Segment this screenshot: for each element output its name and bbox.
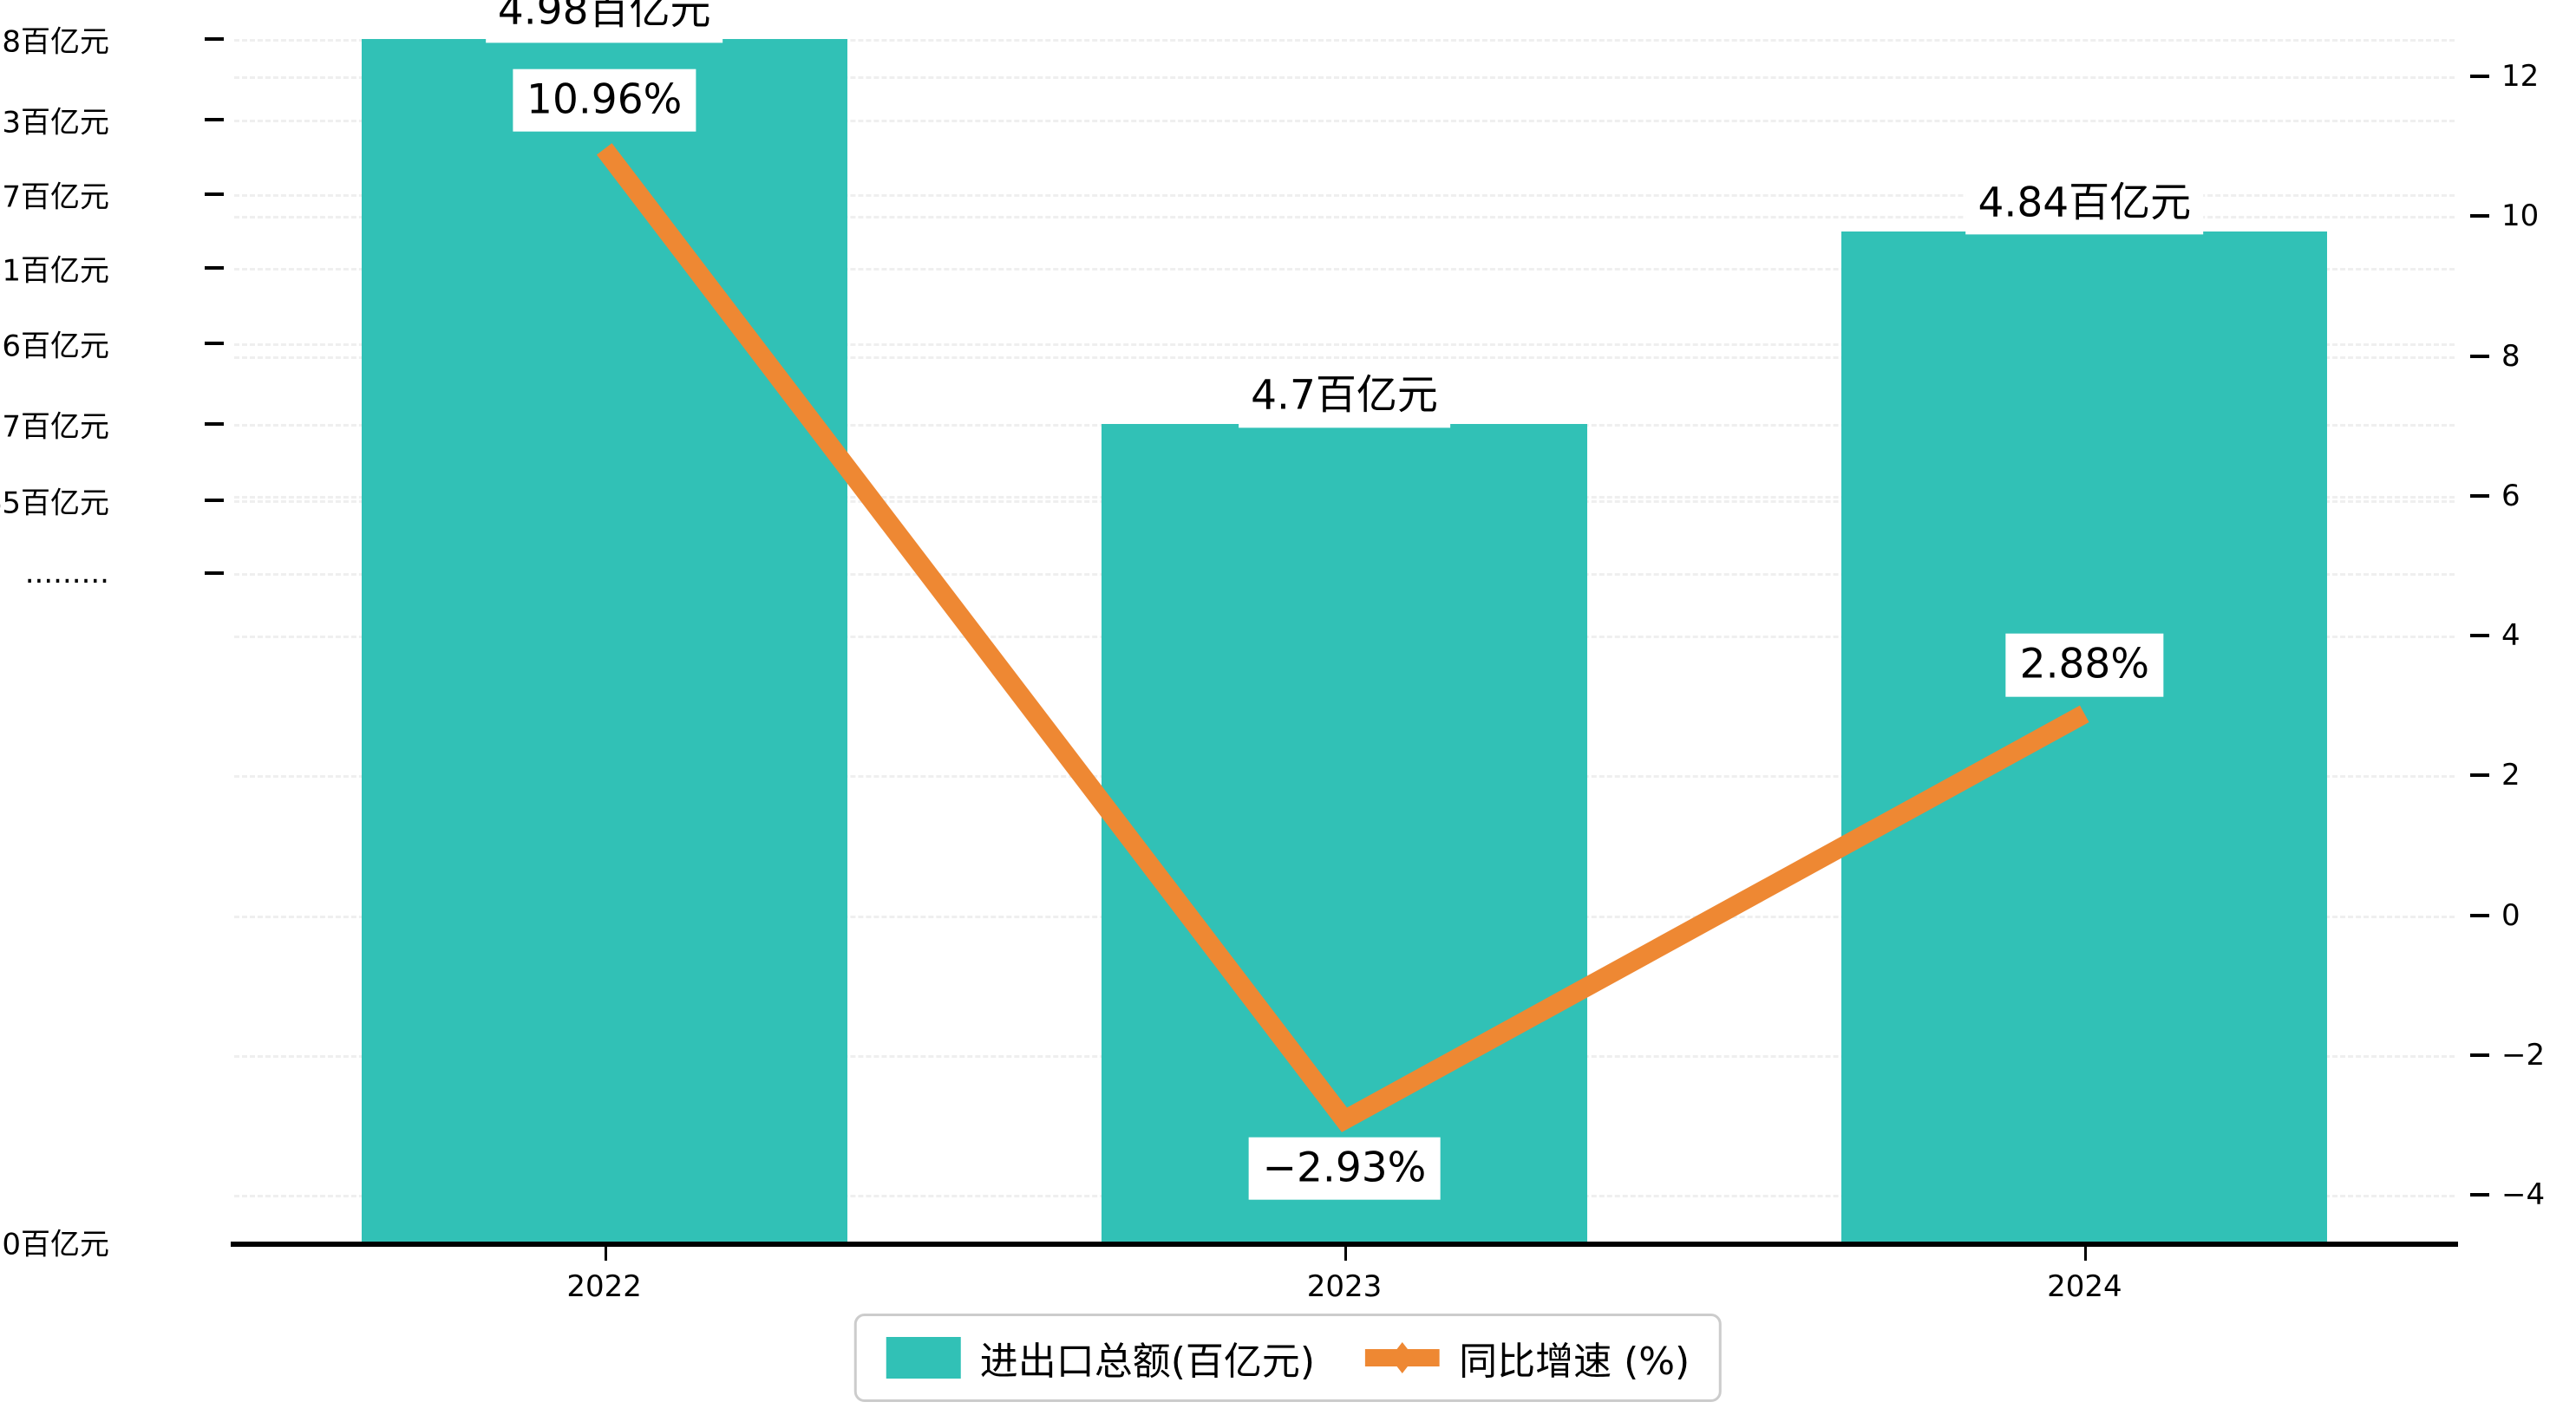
y-axis-right-tick-label: −4: [2501, 1177, 2546, 1212]
x-axis-tick-label: 2023: [1306, 1269, 1383, 1304]
line-series: [596, 143, 2089, 1132]
x-axis-tick-label: 2022: [566, 1269, 642, 1304]
legend-item[interactable]: 同比增速 (%): [1365, 1330, 1690, 1386]
line-point-value-label: 2.88%: [2005, 633, 2163, 697]
legend-item[interactable]: 进出口总额(百亿元): [886, 1330, 1315, 1386]
y-axis-left-tick-mark: [205, 571, 224, 575]
gridline: [234, 356, 2455, 359]
y-axis-right-tick-label: 8: [2501, 338, 2520, 374]
y-axis-left-tick-mark: [205, 422, 224, 426]
legend-item-label: 同比增速 (%): [1459, 1340, 1690, 1384]
gridline: [234, 39, 2455, 42]
y-axis-right-tick-mark: [2470, 634, 2489, 637]
x-axis-tick: [604, 1242, 607, 1261]
y-axis-left-tick-label: 4.98百亿元: [0, 24, 109, 60]
bar[interactable]: [361, 39, 847, 1242]
gridline: [234, 76, 2455, 79]
gridline: [234, 194, 2455, 197]
y-axis-right-tick-label: 4: [2501, 618, 2520, 653]
y-axis-right-tick-mark: [2470, 913, 2489, 917]
y-axis-left-tick-mark: [205, 192, 224, 196]
y-axis-left-tick-mark: [205, 37, 224, 41]
bar-value-label: 4.7百亿元: [1239, 369, 1450, 427]
y-axis-left-tick-label: 4.87百亿元: [0, 179, 109, 215]
y-axis-right-tick-mark: [2470, 75, 2489, 78]
y-axis-left-tick-label: 4.65百亿元: [0, 486, 109, 521]
x-axis-tick: [1344, 1242, 1347, 1261]
y-axis-right-tick-mark: [2470, 773, 2489, 778]
y-axis-left-tick-label: .........: [24, 556, 109, 590]
bar[interactable]: [1841, 231, 2328, 1242]
y-axis-left-tick-label: 0百亿元: [2, 1227, 109, 1262]
y-axis-right-tick-mark: [2470, 1053, 2489, 1057]
y-axis-right-tick-mark: [2470, 493, 2489, 498]
gridline: [234, 216, 2455, 218]
y-axis-right-tick-label: 12: [2501, 59, 2540, 94]
legend-line-marker-icon: [1365, 1337, 1441, 1379]
y-axis-right-tick-label: 6: [2501, 478, 2520, 513]
trend-line: [596, 143, 2089, 1132]
y-axis-left-tick-mark: [205, 118, 224, 121]
x-axis-tick: [2084, 1242, 2088, 1261]
gridline: [234, 120, 2455, 122]
line-point-value-label: −2.93%: [1248, 1137, 1441, 1201]
y-axis-right-tick-label: 0: [2501, 897, 2520, 933]
plot-area: 2022 2023 2024: [231, 26, 2458, 1304]
y-axis-right-tick-label: 10: [2501, 199, 2540, 234]
y-axis-left-tick-mark: [205, 266, 224, 270]
y-axis-left-tick-mark: [205, 342, 224, 345]
y-axis-left-tick-label: 4.7百亿元: [0, 409, 109, 445]
y-axis-right-tick-mark: [2470, 1193, 2489, 1197]
legend-item-label: 进出口总额(百亿元): [979, 1340, 1316, 1384]
gridline: [234, 343, 2455, 346]
y-axis-left-tick-label: 4.93百亿元: [0, 105, 109, 140]
line-point-value-label: 10.96%: [513, 68, 696, 133]
bar-value-label: 4.84百亿元: [1965, 176, 2204, 235]
gridline: [234, 268, 2455, 271]
x-axis-tick-label: 2024: [2047, 1269, 2122, 1304]
legend-bar-swatch-icon: [886, 1337, 961, 1379]
y-axis-right-tick-label: 2: [2501, 758, 2520, 793]
y-axis-left-tick-label: 4.81百亿元: [0, 253, 109, 289]
y-axis-right-tick-mark: [2470, 214, 2489, 218]
chart-legend: 进出口总额(百亿元) 同比增速 (%): [853, 1314, 1723, 1402]
y-axis-left-tick-mark: [205, 499, 224, 502]
y-axis-right-tick-label: −2: [2501, 1037, 2546, 1073]
y-axis-right-tick-mark: [2470, 354, 2489, 358]
y-axis-left-tick-label: 4.76百亿元: [0, 329, 109, 364]
bar-value-label: 4.98百亿元: [485, 0, 723, 42]
